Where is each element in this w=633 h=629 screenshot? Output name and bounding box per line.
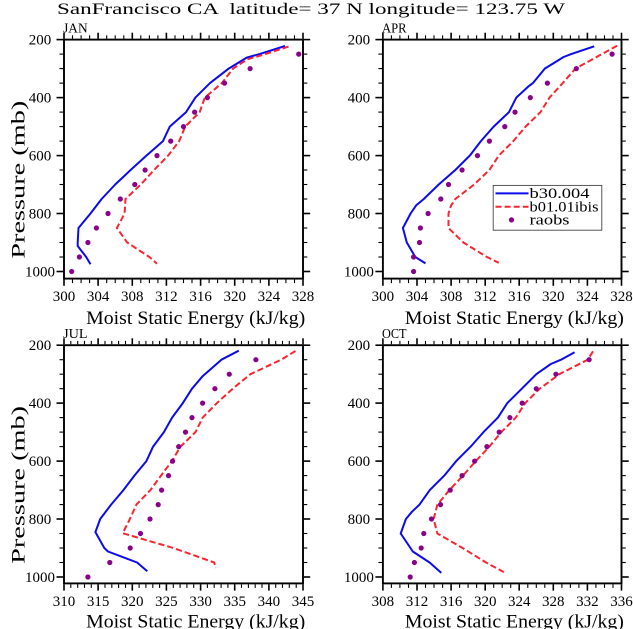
svg-text:b01.01ibis: b01.01ibis bbox=[530, 199, 599, 215]
svg-text:328: 328 bbox=[292, 289, 315, 305]
svg-text:325: 325 bbox=[155, 594, 178, 610]
svg-text:Moist Static Energy (kJ/kg): Moist Static Energy (kJ/kg) bbox=[405, 613, 624, 629]
svg-text:600: 600 bbox=[348, 148, 371, 164]
svg-text:600: 600 bbox=[29, 454, 52, 470]
svg-text:600: 600 bbox=[348, 454, 371, 470]
svg-text:320: 320 bbox=[474, 594, 497, 610]
svg-text:312: 312 bbox=[155, 289, 178, 305]
svg-text:200: 200 bbox=[348, 32, 371, 48]
svg-text:1000: 1000 bbox=[25, 264, 55, 280]
svg-text:600: 600 bbox=[29, 148, 52, 164]
svg-text:324: 324 bbox=[576, 289, 599, 305]
svg-text:400: 400 bbox=[348, 396, 371, 412]
svg-text:320: 320 bbox=[223, 289, 246, 305]
svg-text:312: 312 bbox=[406, 594, 429, 610]
svg-text:328: 328 bbox=[542, 594, 565, 610]
svg-text:800: 800 bbox=[348, 512, 371, 528]
svg-text:304: 304 bbox=[406, 289, 429, 305]
svg-text:Moist Static Energy (kJ/kg): Moist Static Energy (kJ/kg) bbox=[86, 309, 305, 329]
svg-text:304: 304 bbox=[87, 289, 110, 305]
svg-text:Pressure (mb): Pressure (mb) bbox=[10, 101, 30, 259]
svg-text:200: 200 bbox=[348, 338, 371, 354]
svg-text:345: 345 bbox=[292, 594, 315, 610]
svg-text:400: 400 bbox=[29, 90, 52, 106]
svg-text:324: 324 bbox=[258, 289, 281, 305]
svg-text:316: 316 bbox=[440, 594, 463, 610]
svg-text:SanFrancisco CA latitude= 37: SanFrancisco CA latitude= 37 N longitude… bbox=[57, 1, 566, 18]
svg-text:800: 800 bbox=[348, 206, 371, 222]
svg-text:1000: 1000 bbox=[25, 570, 55, 586]
svg-text:324: 324 bbox=[508, 594, 531, 610]
svg-text:Moist Static Energy (kJ/kg): Moist Static Energy (kJ/kg) bbox=[86, 613, 305, 629]
svg-text:1000: 1000 bbox=[344, 570, 374, 586]
svg-text:200: 200 bbox=[29, 32, 52, 48]
svg-text:400: 400 bbox=[348, 90, 371, 106]
svg-text:800: 800 bbox=[29, 512, 52, 528]
svg-text:320: 320 bbox=[121, 594, 144, 610]
svg-text:340: 340 bbox=[258, 594, 281, 610]
svg-text:330: 330 bbox=[189, 594, 212, 610]
svg-text:308: 308 bbox=[440, 289, 463, 305]
svg-text:JUL: JUL bbox=[63, 327, 88, 342]
svg-text:raobs: raobs bbox=[530, 213, 570, 229]
svg-text:320: 320 bbox=[542, 289, 565, 305]
svg-text:328: 328 bbox=[610, 289, 633, 305]
svg-text:308: 308 bbox=[121, 289, 144, 305]
svg-text:336: 336 bbox=[610, 594, 633, 610]
svg-text:316: 316 bbox=[508, 289, 531, 305]
svg-text:400: 400 bbox=[29, 396, 52, 412]
svg-text:310: 310 bbox=[53, 594, 76, 610]
svg-text:800: 800 bbox=[29, 206, 52, 222]
svg-text:332: 332 bbox=[576, 594, 599, 610]
svg-text:200: 200 bbox=[29, 338, 52, 354]
svg-text:300: 300 bbox=[372, 289, 395, 305]
svg-text:Moist Static Energy (kJ/kg): Moist Static Energy (kJ/kg) bbox=[405, 309, 624, 329]
svg-text:308: 308 bbox=[372, 594, 395, 610]
svg-text:312: 312 bbox=[474, 289, 497, 305]
svg-text:JAN: JAN bbox=[63, 21, 88, 36]
svg-text:b30.004: b30.004 bbox=[530, 186, 591, 202]
svg-text:335: 335 bbox=[223, 594, 246, 610]
svg-text:OCT: OCT bbox=[382, 327, 407, 342]
svg-text:Pressure (mb): Pressure (mb) bbox=[10, 406, 30, 564]
svg-text:1000: 1000 bbox=[344, 264, 374, 280]
svg-text:315: 315 bbox=[87, 594, 110, 610]
svg-text:APR: APR bbox=[382, 21, 407, 36]
svg-text:300: 300 bbox=[53, 289, 76, 305]
svg-text:316: 316 bbox=[189, 289, 212, 305]
